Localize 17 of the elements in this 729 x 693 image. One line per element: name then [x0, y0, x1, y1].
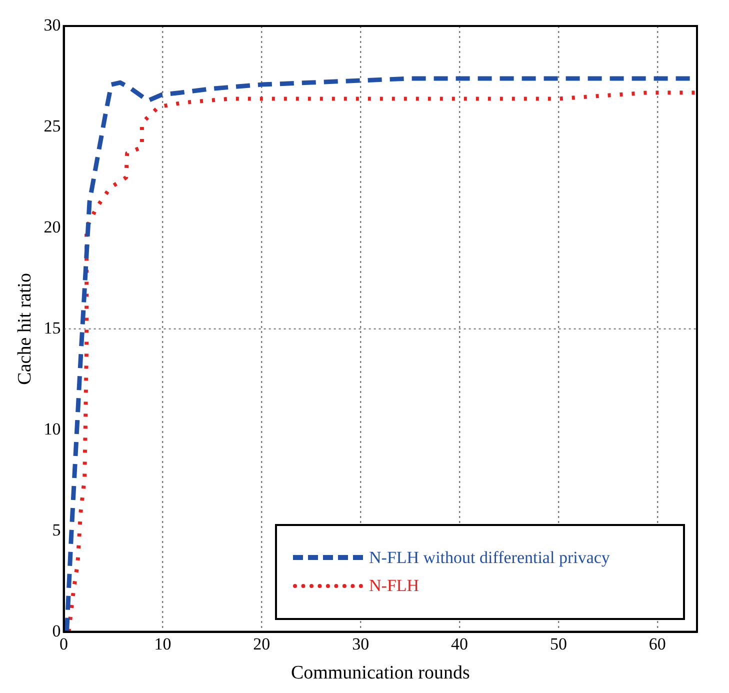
y-tick-label: 10: [44, 419, 61, 438]
y-tick-label: 30: [44, 15, 61, 34]
legend-label: N-FLH: [369, 576, 420, 596]
x-tick-label: 10: [154, 634, 172, 654]
x-tick-label: 50: [550, 634, 567, 654]
y-tick-label: 15: [44, 318, 61, 338]
x-tick-label: 30: [352, 634, 370, 654]
y-tick-label: 20: [44, 217, 61, 236]
x-axis-title: Communication rounds: [290, 662, 470, 684]
y-tick-label: 5: [52, 520, 61, 540]
y-axis-title: Cache hit ratio: [14, 272, 36, 385]
x-tick-label: 60: [648, 634, 666, 654]
x-tick-label: 40: [451, 634, 468, 654]
legend-label: N-FLH without differential privacy: [369, 548, 610, 568]
y-tick-label: 0: [52, 621, 61, 640]
x-tick-label: 20: [253, 634, 270, 654]
y-tick-label: 25: [44, 116, 61, 136]
